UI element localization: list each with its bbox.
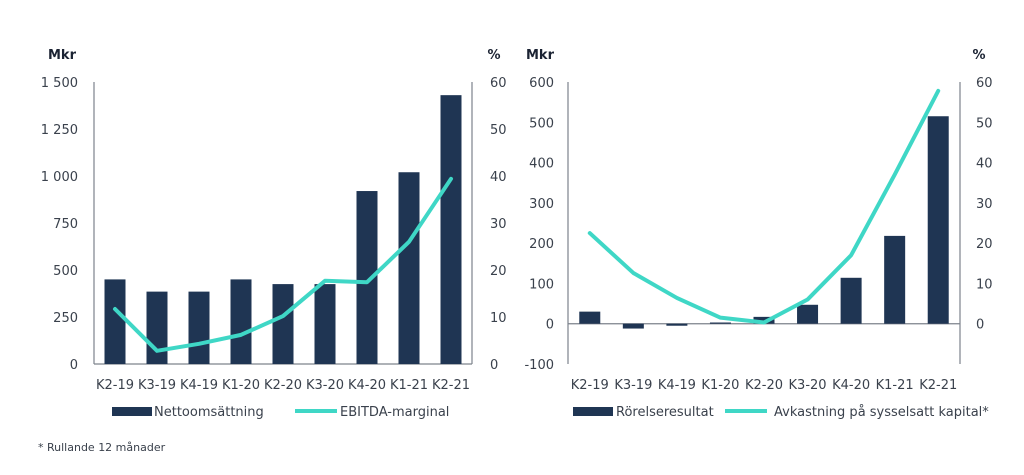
right-tick-label: 60 [490, 76, 507, 91]
category-label: K1-20 [701, 378, 739, 393]
right-tick-label: 40 [976, 157, 993, 172]
category-label: K1-21 [876, 378, 914, 393]
category-label: K2-19 [571, 378, 609, 393]
right-tick-label: 10 [490, 311, 507, 326]
bar-K3-19 [622, 323, 644, 329]
left-tick-label: 250 [53, 311, 78, 326]
bar-K4-19 [666, 323, 688, 326]
bar-K2-21 [927, 116, 949, 324]
bar-K3-20 [797, 304, 819, 324]
category-label: K2-19 [96, 378, 134, 393]
bar-K3-19 [146, 291, 168, 364]
category-label: K2-20 [264, 378, 302, 393]
left-tick-label: 1 250 [41, 123, 78, 138]
bar-K4-20 [840, 277, 862, 324]
left-tick-label: 300 [529, 197, 554, 212]
legend-label-line: EBITDA-marginal [340, 405, 449, 420]
bar-K1-21 [884, 235, 906, 324]
right-tick-label: 60 [976, 76, 993, 91]
left-tick-label: 750 [53, 217, 78, 232]
legend-label-bar: Nettoomsättning [154, 405, 264, 420]
right-tick-label: 50 [490, 123, 507, 138]
legend-bar-swatch [573, 407, 613, 416]
left-tick-label: -100 [524, 358, 554, 373]
bar-K4-20 [356, 191, 378, 364]
right-tick-label: 30 [490, 217, 507, 232]
category-label: K3-19 [138, 378, 176, 393]
category-label: K4-20 [832, 378, 870, 393]
bar-K1-20 [709, 322, 731, 324]
left-tick-label: 0 [546, 318, 554, 333]
bar-K2-19 [579, 311, 601, 324]
right-tick-label: 0 [490, 358, 498, 373]
category-label: K2-21 [919, 378, 957, 393]
left-axis-unit: Mkr [48, 48, 77, 63]
category-label: K2-21 [432, 378, 470, 393]
right-tick-label: 30 [976, 197, 993, 212]
legend-label-bar: Rörelseresultat [616, 405, 714, 420]
right-tick-label: 50 [976, 116, 993, 131]
left-tick-label: 1 000 [41, 170, 78, 185]
left-tick-label: 100 [529, 277, 554, 292]
left-tick-label: 500 [529, 116, 554, 131]
left-axis-unit: Mkr [526, 48, 555, 63]
bar-K1-20 [230, 279, 252, 364]
left-tick-label: 1 500 [41, 76, 78, 91]
category-label: K1-20 [222, 378, 260, 393]
category-label: K4-19 [180, 378, 218, 393]
right-tick-label: 0 [976, 318, 984, 333]
left-tick-label: 0 [70, 358, 78, 373]
category-label: K4-20 [348, 378, 386, 393]
footnote: * Rullande 12 månader [38, 441, 166, 454]
left-tick-label: 600 [529, 76, 554, 91]
bar-K1-21 [398, 172, 420, 364]
bar-K4-19 [188, 291, 210, 364]
legend-bar-swatch [112, 407, 152, 416]
right-axis-unit: % [487, 48, 500, 63]
category-label: K3-20 [789, 378, 827, 393]
bar-K2-20 [272, 284, 294, 364]
category-label: K2-20 [745, 378, 783, 393]
bar-K2-21 [440, 95, 462, 364]
category-label: K4-19 [658, 378, 696, 393]
right-tick-label: 40 [490, 170, 507, 185]
bar-K3-20 [314, 284, 336, 364]
category-label: K3-19 [614, 378, 652, 393]
left-tick-label: 500 [53, 264, 78, 279]
category-label: K3-20 [306, 378, 344, 393]
bar-K2-19 [104, 279, 126, 364]
right-tick-label: 20 [490, 264, 507, 279]
left-tick-label: 400 [529, 157, 554, 172]
right-axis-unit: % [972, 48, 985, 63]
right-tick-label: 20 [976, 237, 993, 252]
category-label: K1-21 [390, 378, 428, 393]
right-tick-label: 10 [976, 277, 993, 292]
left-tick-label: 200 [529, 237, 554, 252]
legend-label-line: Avkastning på sysselsatt kapital* [774, 405, 989, 420]
